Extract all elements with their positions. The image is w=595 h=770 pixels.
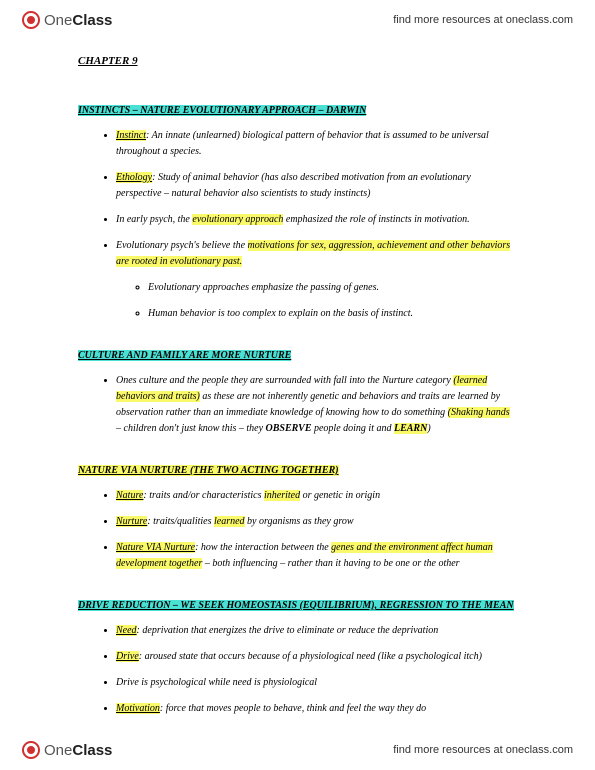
text-run: learned bbox=[214, 516, 245, 527]
text-run: : An innate (unlearned) biological patte… bbox=[116, 130, 489, 157]
text-run: Nature VIA Nurture bbox=[116, 542, 195, 553]
bullet-item: Evolutionary psych's believe the motivat… bbox=[116, 238, 517, 270]
text-run: ) bbox=[427, 423, 430, 434]
bullet-item: Nurture: traits/qualities learned by org… bbox=[116, 514, 517, 530]
text-run: – children don't just know this – they bbox=[116, 423, 266, 434]
bullet-item: Human behavior is too complex to explain… bbox=[148, 306, 517, 322]
text-run: : force that moves people to behave, thi… bbox=[160, 703, 426, 714]
bullet-list: Nature: traits and/or characteristics in… bbox=[78, 488, 517, 572]
bullet-item: Nature: traits and/or characteristics in… bbox=[116, 488, 517, 504]
bullet-list: Instinct: An innate (unlearned) biologic… bbox=[78, 128, 517, 270]
logo-icon bbox=[22, 741, 40, 759]
bullet-list: Need: deprivation that energizes the dri… bbox=[78, 623, 517, 717]
section-title: DRIVE REDUCTION – WE SEEK HOMEOSTASIS (E… bbox=[78, 600, 514, 611]
bullet-item: Ones culture and the people they are sur… bbox=[116, 373, 517, 437]
text-run: Instinct bbox=[116, 130, 146, 141]
section-title: INSTINCTS – NATURE EVOLUTIONARY APPROACH… bbox=[78, 105, 366, 116]
bullet-item: In early psych, the evolutionary approac… bbox=[116, 212, 517, 228]
text-run: (Shaking hands bbox=[448, 407, 510, 418]
section-title: CULTURE AND FAMILY ARE MORE NURTURE bbox=[78, 350, 291, 361]
text-run: Motivation bbox=[116, 703, 160, 714]
text-run: emphasized the role of instincts in moti… bbox=[283, 214, 469, 225]
text-run: – both influencing – rather than it havi… bbox=[202, 558, 459, 569]
text-run: : traits and/or characteristics bbox=[143, 490, 264, 501]
text-run: Evolutionary approaches emphasize the pa… bbox=[148, 282, 379, 293]
bullet-item: Evolutionary approaches emphasize the pa… bbox=[148, 280, 517, 296]
text-run: OBSERVE bbox=[266, 423, 312, 434]
brand-logo-footer[interactable]: OneClass bbox=[22, 741, 112, 759]
logo-text: OneClass bbox=[44, 12, 112, 29]
text-run: evolutionary approach bbox=[192, 214, 283, 225]
bullet-item: Need: deprivation that energizes the dri… bbox=[116, 623, 517, 639]
text-run: In early psych, the bbox=[116, 214, 192, 225]
brand-logo[interactable]: OneClass bbox=[22, 11, 112, 29]
text-run: inherited bbox=[264, 490, 300, 501]
text-run: LEARN bbox=[394, 423, 427, 434]
text-run: Drive bbox=[116, 651, 139, 662]
text-run: Ones culture and the people they are sur… bbox=[116, 375, 453, 386]
text-run: Ethology bbox=[116, 172, 152, 183]
text-run: Drive is psychological while need is phy… bbox=[116, 677, 317, 688]
text-run: : deprivation that energizes the drive t… bbox=[137, 625, 439, 636]
bullet-item: Motivation: force that moves people to b… bbox=[116, 701, 517, 717]
text-run: : Study of animal behavior (has also des… bbox=[116, 172, 471, 199]
logo-icon bbox=[22, 11, 40, 29]
logo-text-footer: OneClass bbox=[44, 742, 112, 759]
bullet-item: Drive is psychological while need is phy… bbox=[116, 675, 517, 691]
text-run: Need bbox=[116, 625, 137, 636]
text-run: : aroused state that occurs because of a… bbox=[139, 651, 482, 662]
page-header: OneClass find more resources at oneclass… bbox=[0, 6, 595, 34]
text-run: or genetic in origin bbox=[300, 490, 380, 501]
chapter-heading: CHAPTER 9 bbox=[78, 55, 517, 67]
text-run: Nature bbox=[116, 490, 143, 501]
bullet-list: Evolutionary approaches emphasize the pa… bbox=[78, 280, 517, 322]
bullet-list: Ones culture and the people they are sur… bbox=[78, 373, 517, 437]
text-run: : traits/qualities bbox=[147, 516, 214, 527]
text-run: Nurture bbox=[116, 516, 147, 527]
text-run: by organisms as they grow bbox=[245, 516, 354, 527]
text-run: : how the interaction between the bbox=[195, 542, 331, 553]
section-title: NATURE VIA NURTURE (THE TWO ACTING TOGET… bbox=[78, 465, 339, 476]
bullet-item: Nature VIA Nurture: how the interaction … bbox=[116, 540, 517, 572]
resource-link-bottom[interactable]: find more resources at oneclass.com bbox=[393, 744, 573, 756]
page-footer: OneClass find more resources at oneclass… bbox=[0, 736, 595, 764]
text-run: Human behavior is too complex to explain… bbox=[148, 308, 413, 319]
text-run: Evolutionary psych's believe the bbox=[116, 240, 248, 251]
bullet-item: Instinct: An innate (unlearned) biologic… bbox=[116, 128, 517, 160]
resource-link-top[interactable]: find more resources at oneclass.com bbox=[393, 14, 573, 26]
document-body: CHAPTER 9 INSTINCTS – NATURE EVOLUTIONAR… bbox=[78, 55, 517, 727]
text-run: people doing it and bbox=[311, 423, 394, 434]
bullet-item: Ethology: Study of animal behavior (has … bbox=[116, 170, 517, 202]
bullet-item: Drive: aroused state that occurs because… bbox=[116, 649, 517, 665]
